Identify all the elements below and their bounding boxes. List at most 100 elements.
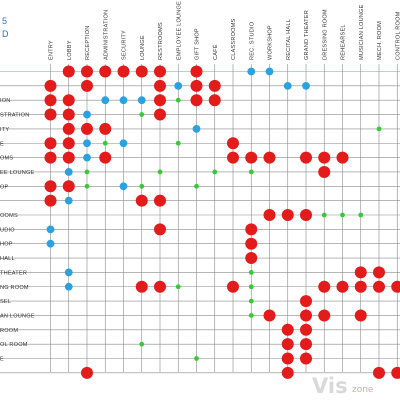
- matrix-dot-red: [190, 65, 203, 78]
- column-label: EMPLOYEE LOUNGE: [176, 1, 182, 60]
- row-label: E: [0, 141, 4, 147]
- row-label: SEL: [0, 299, 11, 305]
- matrix-dot-green: [248, 313, 254, 318]
- matrix-dot-red: [373, 266, 385, 279]
- matrix-dot-red: [318, 151, 331, 164]
- matrix-dot-red: [81, 65, 93, 78]
- matrix-dot-red: [135, 65, 148, 78]
- matrix-dot-red: [81, 366, 93, 379]
- matrix-dot-blue: [119, 96, 128, 105]
- matrix-dot-red: [62, 122, 75, 135]
- row-label: E: [0, 357, 4, 363]
- matrix-dot-green: [175, 140, 181, 146]
- matrix-dot-green: [84, 169, 90, 175]
- matrix-dot-red: [208, 94, 221, 107]
- column-label: RESTROOMS: [158, 22, 164, 60]
- matrix-dot-green: [157, 169, 163, 175]
- matrix-dot-red: [44, 151, 57, 164]
- matrix-dot-red: [336, 151, 349, 164]
- matrix-dot-red: [154, 65, 166, 78]
- row-label: ITY: [0, 127, 9, 133]
- matrix-dot-blue: [64, 268, 73, 277]
- matrix-dot-red: [300, 209, 312, 221]
- matrix-dot-red: [62, 180, 75, 193]
- matrix-dot-green: [248, 270, 254, 275]
- matrix-dot-red: [300, 338, 312, 351]
- matrix-dot-red: [245, 223, 258, 236]
- matrix-dot-red: [62, 94, 75, 107]
- matrix-dot-red: [227, 151, 239, 164]
- watermark-sub: zone: [352, 385, 374, 395]
- matrix-dot-red: [281, 338, 294, 351]
- matrix-dot-red: [318, 309, 331, 322]
- matrix-dot-red: [263, 209, 276, 221]
- column-label: MECH. ROOM: [377, 21, 383, 60]
- matrix-dot-red: [391, 366, 400, 379]
- matrix-dot-red: [81, 79, 93, 92]
- matrix-dot-green: [340, 212, 345, 218]
- corner-header: 5 D: [2, 16, 9, 39]
- column-label: MUSICIAN LOUNGE: [359, 4, 365, 60]
- matrix-dot-blue: [101, 96, 110, 105]
- matrix-dot-red: [281, 323, 294, 336]
- matrix-dot-red: [336, 280, 349, 293]
- column-label: LOUNGE: [140, 35, 146, 60]
- matrix-dot-red: [318, 280, 331, 293]
- matrix-dot-red: [99, 151, 112, 164]
- matrix-dot-green: [248, 298, 254, 304]
- watermark-logo: Vis zone: [312, 374, 374, 398]
- matrix-dot-red: [208, 79, 221, 92]
- matrix-dot-green: [248, 169, 254, 175]
- matrix-dot-red: [62, 65, 75, 78]
- matrix-dot-red: [300, 295, 312, 308]
- matrix-dot-blue: [46, 225, 55, 234]
- matrix-dot-blue: [302, 81, 310, 90]
- matrix-dot-red: [300, 352, 312, 365]
- matrix-dot-red: [44, 137, 57, 150]
- matrix-dot-green: [376, 126, 382, 132]
- watermark-main: Vis: [312, 374, 348, 398]
- column-label: DRESSING ROOM: [322, 9, 328, 60]
- matrix-dot-blue: [119, 182, 128, 191]
- matrix-dot-blue: [119, 139, 128, 148]
- matrix-dot-red: [154, 194, 166, 207]
- matrix-dot-red: [354, 280, 367, 293]
- matrix-dot-red: [154, 94, 166, 107]
- row-label: THEATER: [0, 270, 27, 276]
- matrix-dot-red: [263, 309, 276, 322]
- row-label: ROOM: [0, 328, 18, 334]
- column-label: LOBBY: [67, 40, 73, 60]
- row-label: OOMS: [0, 213, 18, 219]
- matrix-dot-blue: [83, 153, 91, 162]
- matrix-dot-red: [99, 122, 112, 135]
- matrix-dot-red: [81, 122, 93, 135]
- matrix-dot-red: [117, 65, 130, 78]
- matrix-grid: [0, 64, 400, 374]
- matrix-dot-red: [154, 223, 166, 236]
- matrix-dot-red: [245, 151, 258, 164]
- matrix-dot-blue: [64, 196, 73, 205]
- matrix-dot-red: [300, 323, 312, 336]
- column-label: ENTRY: [49, 40, 55, 60]
- matrix-dot-green: [84, 183, 90, 189]
- matrix-dot-red: [44, 94, 57, 107]
- column-label: ADMINISTRATION: [103, 10, 109, 60]
- matrix-dot-red: [154, 108, 166, 121]
- matrix-dot-red: [263, 151, 276, 164]
- matrix-dot-red: [190, 79, 203, 92]
- matrix-dot-blue: [283, 81, 292, 90]
- matrix-dot-red: [227, 280, 239, 293]
- row-label: OP: [0, 184, 9, 190]
- matrix-dot-blue: [265, 67, 274, 76]
- column-label: WORKSHOP: [268, 25, 274, 60]
- matrix-dot-red: [44, 180, 57, 193]
- matrix-dot-green: [194, 356, 199, 361]
- corner-line-2: D: [2, 29, 9, 39]
- matrix-dot-red: [154, 79, 166, 92]
- matrix-dot-red: [44, 108, 57, 121]
- matrix-dot-red: [373, 280, 385, 293]
- matrix-dot-red: [281, 352, 294, 365]
- row-label: UDIO: [0, 227, 15, 233]
- matrix-dot-red: [135, 194, 148, 207]
- matrix-dot-green: [175, 284, 181, 290]
